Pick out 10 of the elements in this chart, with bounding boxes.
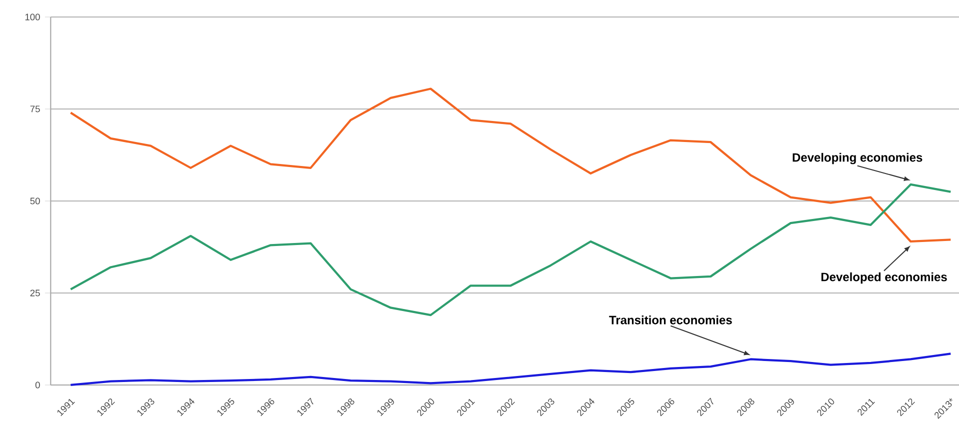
y-tick-label: 75 [30,106,40,112]
y-tick-label: 50 [30,198,40,204]
line-series [70,183,952,316]
y-tick-label: 25 [30,290,40,296]
series-label: Developing economies [792,152,922,164]
y-tick-label: 100 [25,14,40,20]
line-series [70,88,952,243]
text: Transition economies [609,315,732,324]
text: Developed economies [821,272,947,284]
y-tick-label: 0 [35,382,40,388]
